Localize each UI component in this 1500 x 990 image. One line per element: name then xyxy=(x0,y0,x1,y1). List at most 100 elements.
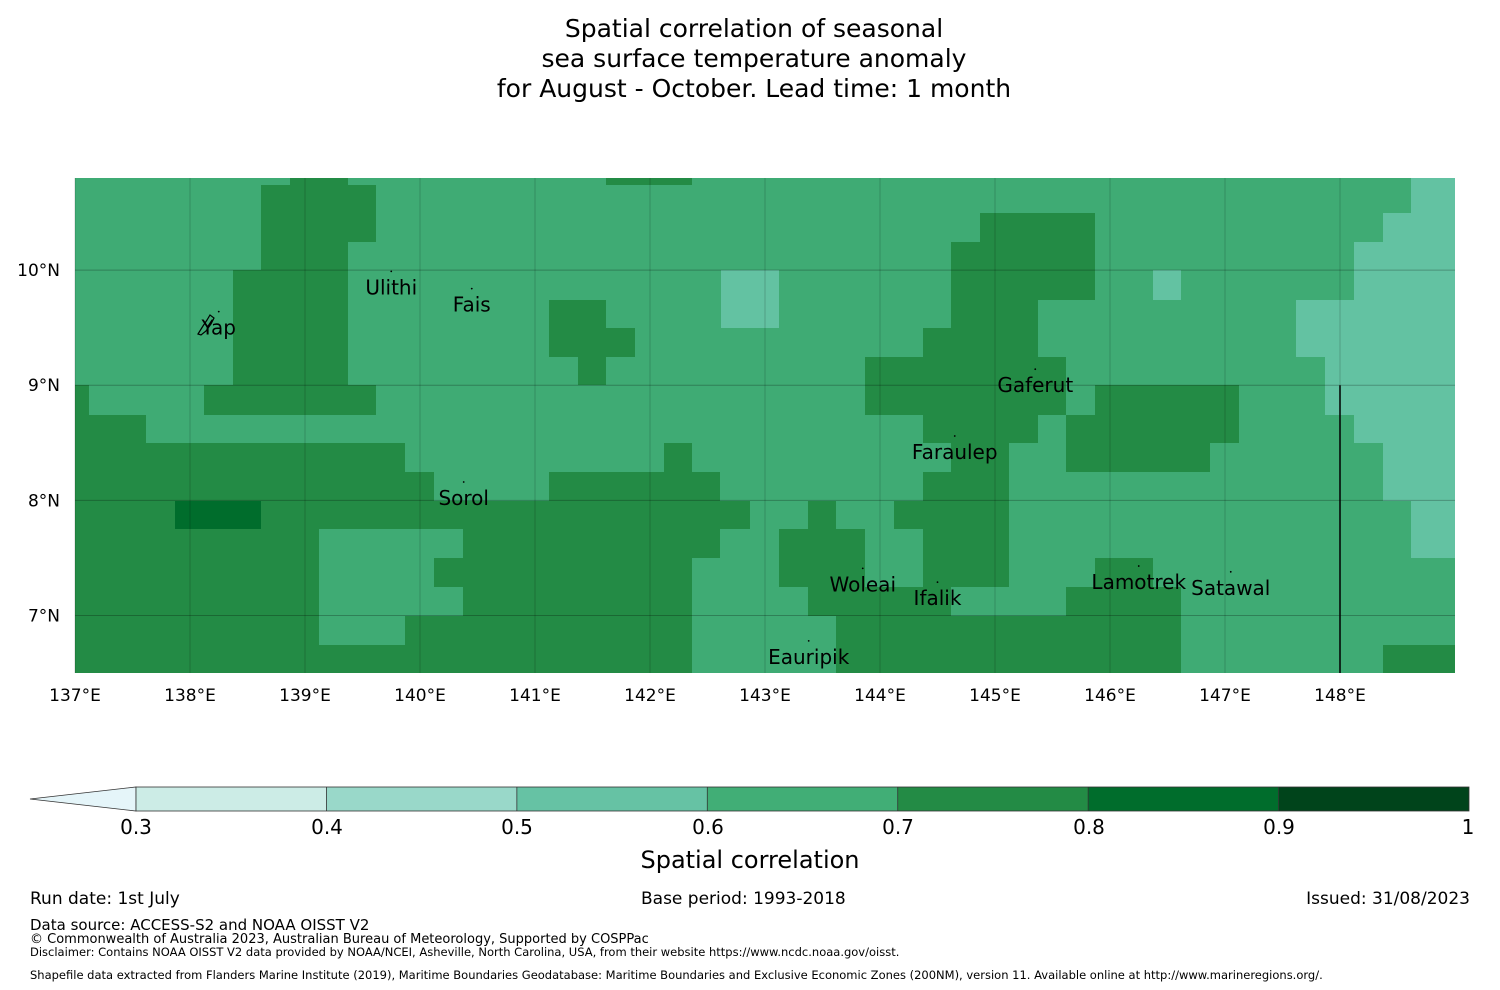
map-cell xyxy=(319,558,434,587)
colorbar-segment xyxy=(897,787,1089,811)
place-label-ulithi: Ulithi xyxy=(365,275,417,299)
colorbar-tick-4: 0.7 xyxy=(882,815,914,839)
map-cell xyxy=(233,270,348,357)
place-label-eauripik: Eauripik xyxy=(768,645,850,669)
lon-tick-label: 144°E xyxy=(854,686,906,706)
island-dot xyxy=(462,481,465,483)
axis-labels: 137°E 138°E 139°E 140°E 141°E 142°E 143°E 144°E… xyxy=(17,261,1366,706)
island-dot xyxy=(390,270,393,273)
data-source: Data source: ACCESS-S2 and NOAA OISST V2 xyxy=(30,916,370,934)
map-cell xyxy=(923,415,1038,443)
map-cell xyxy=(319,616,405,645)
run-date: Run date: 1st July xyxy=(30,889,180,909)
map-cell xyxy=(146,415,204,443)
chart-title: Spatial correlation of seasonal sea surf… xyxy=(0,14,1500,104)
base-period: Base period: 1993-2018 xyxy=(641,889,846,909)
map-cell xyxy=(549,472,720,501)
disclaimer: Disclaimer: Contains NOAA OISST V2 data … xyxy=(30,945,900,959)
island-dot xyxy=(217,310,220,313)
map-cell xyxy=(606,328,635,357)
map-cell xyxy=(865,385,1066,415)
issued-date: Issued: 31/08/2023 xyxy=(1306,889,1470,909)
colorbar-segment xyxy=(1088,787,1279,811)
colorbar-tick-0: 0.3 xyxy=(120,815,152,839)
island-dot xyxy=(1229,570,1232,573)
title-line-1: Spatial correlation of seasonal xyxy=(564,14,944,43)
map-cell xyxy=(75,529,319,558)
map-cell xyxy=(75,472,434,501)
island-dot xyxy=(861,567,864,570)
lon-tick-label: 147°E xyxy=(1199,686,1251,706)
map-cell xyxy=(578,357,606,385)
place-label-lamotrek: Lamotrek xyxy=(1091,570,1186,594)
colorbar-segment xyxy=(516,787,708,811)
map-cell xyxy=(319,645,405,673)
map-cell xyxy=(1325,357,1455,415)
map-cell xyxy=(980,213,1095,242)
island-dot xyxy=(953,435,956,437)
map-cells xyxy=(75,178,1455,673)
map-cell xyxy=(1354,415,1455,443)
map-cell xyxy=(721,270,779,328)
map-cell xyxy=(951,300,1038,328)
colorbar-tick-1: 0.4 xyxy=(311,815,343,839)
lat-tick-label: 10°N xyxy=(17,261,60,281)
colorbar-tick-2: 0.5 xyxy=(501,815,533,839)
colorbar-segment xyxy=(136,787,327,811)
map-cell xyxy=(951,443,1009,472)
place-labels: Yap Ulithi Fais Gaferut Faraulep Sorol Woleai I… xyxy=(201,270,1270,669)
map-cell xyxy=(1383,213,1455,242)
island-dot xyxy=(1137,565,1140,567)
map-cell xyxy=(1153,270,1181,300)
map-cell xyxy=(1383,645,1455,673)
map-cell xyxy=(434,558,692,616)
lon-tick-label: 138°E xyxy=(164,686,216,706)
map-cell xyxy=(1095,385,1239,415)
map-cell xyxy=(405,616,692,673)
map-cell xyxy=(779,529,865,587)
map-cell xyxy=(1066,443,1210,472)
map-cell xyxy=(319,587,463,616)
lon-tick-label: 146°E xyxy=(1084,686,1136,706)
island-dot xyxy=(470,287,473,290)
colorbar-outline xyxy=(135,786,1470,812)
island-dot xyxy=(1034,368,1037,371)
colorbar-segment xyxy=(1278,787,1469,811)
map-cell xyxy=(865,357,1066,385)
colorbar-tick-3: 0.6 xyxy=(692,815,724,839)
colorbar-segment xyxy=(707,787,898,811)
lon-tick-label: 142°E xyxy=(624,686,676,706)
map-cell xyxy=(204,385,376,415)
colorbar-tick-5: 0.8 xyxy=(1073,815,1105,839)
map-cell xyxy=(808,587,865,616)
map-cell xyxy=(808,501,836,529)
map-cell xyxy=(923,472,1009,501)
map-cell xyxy=(549,300,606,357)
map-cell xyxy=(1296,300,1455,357)
lon-tick-label: 141°E xyxy=(509,686,561,706)
place-label-woleai: Woleai xyxy=(829,572,896,596)
map-cell xyxy=(894,501,1009,529)
title-line-3: for August - October. Lead time: 1 month xyxy=(496,74,1012,103)
place-label-sorol: Sorol xyxy=(438,486,489,510)
map-cell xyxy=(923,529,1009,587)
lat-tick-label: 8°N xyxy=(28,491,60,511)
map-cell xyxy=(865,587,951,616)
map-cell xyxy=(75,415,146,443)
place-label-gaferut: Gaferut xyxy=(997,373,1073,397)
place-label-fais: Fais xyxy=(453,293,491,317)
map-cell xyxy=(261,185,376,242)
map-cell xyxy=(89,385,204,415)
map-cell xyxy=(75,385,89,415)
shapefile-credit: Shapefile data extracted from Flanders M… xyxy=(30,968,1323,982)
colorbar-extend-arrow xyxy=(29,786,137,812)
map-cell xyxy=(1095,558,1153,587)
map-cell xyxy=(175,501,261,529)
colorbar xyxy=(29,786,1470,812)
map-cell xyxy=(836,616,1181,673)
map-cell xyxy=(923,328,1038,357)
lon-tick-label: 145°E xyxy=(969,686,1021,706)
map-cell xyxy=(75,443,405,472)
place-label-ifalik: Ifalik xyxy=(914,586,962,610)
